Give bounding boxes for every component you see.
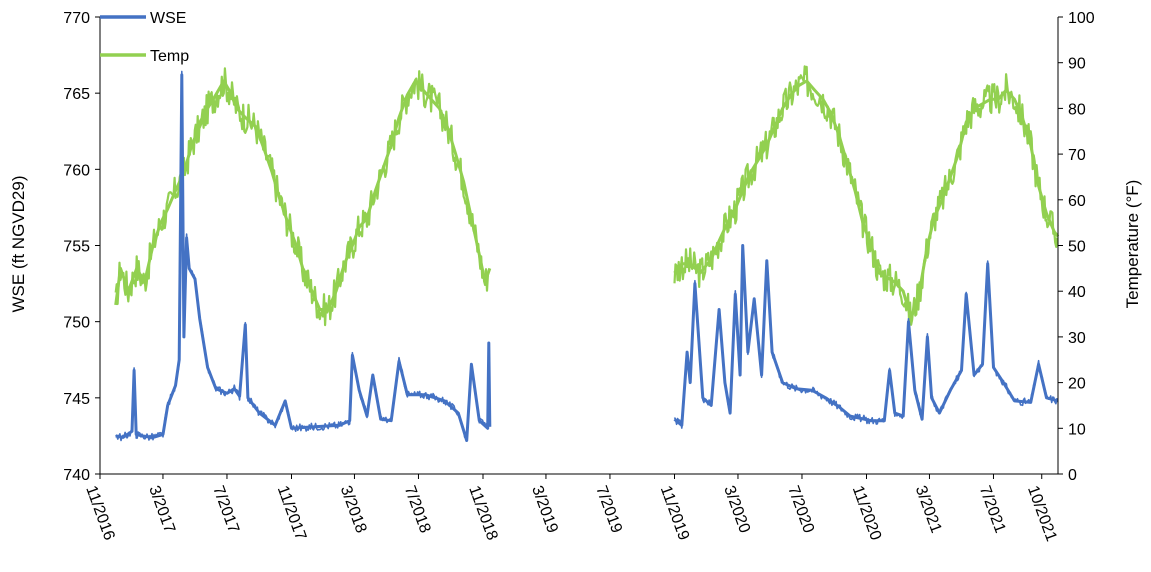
y-tick-label-left: 770 xyxy=(63,10,90,27)
x-tick-label: 7/2021 xyxy=(976,484,1009,536)
axes-layer xyxy=(99,17,1059,475)
y-tick-label-left: 765 xyxy=(63,86,90,103)
x-tick-label: 11/2020 xyxy=(849,484,884,543)
x-tick-label: 3/2020 xyxy=(720,484,753,536)
series-line-wse-2 xyxy=(673,244,1059,427)
y-tick-label-right: 90 xyxy=(1068,56,1086,73)
x-tick-label: 11/2017 xyxy=(274,484,309,543)
y-tick-label-right: 10 xyxy=(1068,421,1086,438)
y-tick-label-right: 100 xyxy=(1068,10,1095,27)
y-tick-label-right: 70 xyxy=(1068,147,1086,164)
x-tick-label: 10/2021 xyxy=(1024,484,1060,544)
x-tick-label: 3/2021 xyxy=(912,484,945,536)
x-tick-label: 3/2017 xyxy=(145,484,178,536)
y-axis-title-right: Temperature (°F) xyxy=(1123,180,1142,309)
series-texture-temp-1 xyxy=(114,67,490,327)
series-line-temp-1 xyxy=(114,79,492,311)
y-tick-label-right: 0 xyxy=(1068,467,1077,484)
legend-label-temp: Temp xyxy=(150,48,189,65)
y-tick-label-left: 750 xyxy=(63,315,90,332)
series-texture-temp-2 xyxy=(673,65,1059,326)
x-tick-label: 11/2019 xyxy=(657,484,692,543)
series-layer xyxy=(114,73,1060,442)
y-tick-label-right: 40 xyxy=(1068,284,1086,301)
y-tick-label-left: 745 xyxy=(63,391,90,408)
series-line-temp-2 xyxy=(673,79,1060,321)
x-tick-label: 7/2017 xyxy=(209,484,242,536)
y-tick-label-left: 760 xyxy=(63,162,90,179)
y-tick-label-right: 80 xyxy=(1068,101,1086,118)
x-tick-label: 7/2019 xyxy=(592,484,625,536)
y-tick-label-right: 60 xyxy=(1068,193,1086,210)
x-tick-label: 11/2018 xyxy=(465,484,500,543)
x-tick-label: 11/2016 xyxy=(82,484,117,543)
x-tick-label: 3/2019 xyxy=(528,484,561,536)
noise-layer xyxy=(114,65,1059,442)
y-axis-title-left: WSE (ft NGVD29) xyxy=(9,176,28,313)
y-tick-label-right: 20 xyxy=(1068,376,1086,393)
y-tick-label-right: 50 xyxy=(1068,239,1086,256)
y-tick-label-left: 755 xyxy=(63,239,90,256)
x-tick-label: 3/2018 xyxy=(337,484,370,536)
x-tick-label: 7/2018 xyxy=(401,484,434,536)
legend-label-wse: WSE xyxy=(150,10,186,27)
series-line-wse-1 xyxy=(115,73,492,442)
y-tick-label-right: 30 xyxy=(1068,330,1086,347)
legend: WSE Temp xyxy=(100,10,189,65)
y-tick-label-left: 740 xyxy=(63,467,90,484)
x-tick-label: 7/2020 xyxy=(784,484,817,536)
